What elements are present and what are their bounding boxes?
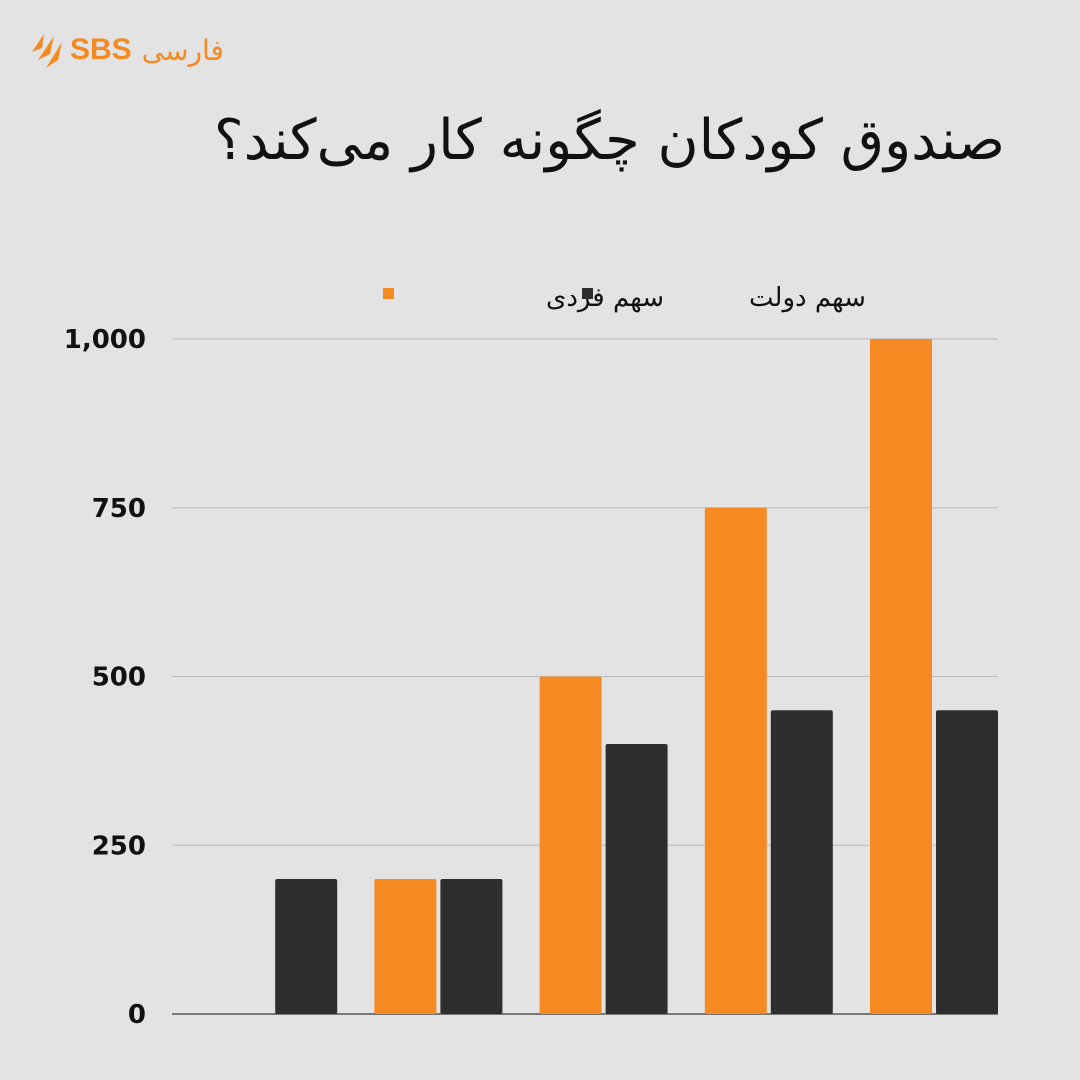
bar-government — [275, 879, 338, 1014]
legend-swatch — [383, 288, 394, 299]
page-title: صندوق کودکان چگونه کار می‌کند؟ — [213, 108, 1005, 173]
y-tick-label: 1,000 — [64, 325, 146, 355]
bar-government — [440, 879, 503, 1014]
bar-government — [770, 710, 833, 1014]
language-label: فارسی — [141, 33, 224, 67]
bar-individual — [374, 879, 437, 1014]
legend-swatch — [582, 288, 593, 299]
bar-government — [936, 710, 998, 1014]
legend-label: سهم دولت — [749, 283, 866, 313]
y-tick-label: 0 — [128, 1000, 146, 1030]
bar-individual — [870, 339, 932, 1014]
y-tick-label: 500 — [92, 663, 146, 693]
bar-individual — [539, 676, 602, 1014]
bar-government — [605, 744, 668, 1014]
sbs-sun-icon — [32, 34, 62, 68]
legend-label: سهم فردی — [546, 283, 664, 313]
logo-text: SBS — [70, 33, 132, 66]
y-tick-label: 750 — [92, 494, 146, 524]
bar-individual — [704, 507, 767, 1014]
sbs-farsi-logo: SBS فارسی — [30, 30, 224, 70]
y-tick-label: 250 — [92, 831, 146, 861]
